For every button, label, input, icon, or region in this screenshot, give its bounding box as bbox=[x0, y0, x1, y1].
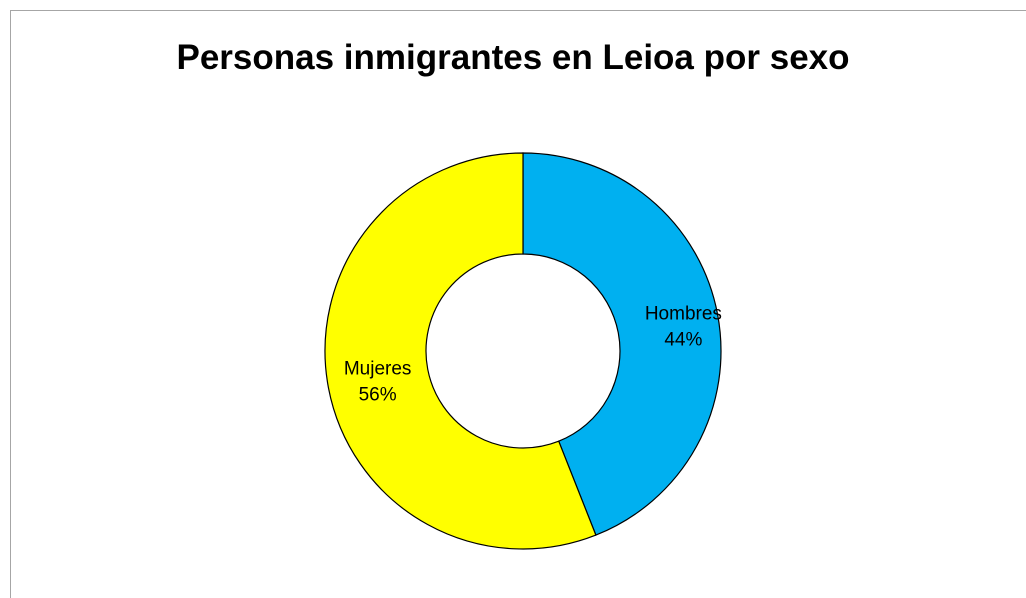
slice-value-mujeres: 56% bbox=[359, 385, 397, 406]
chart-title: Personas inmigrantes en Leioa por sexo bbox=[176, 38, 850, 77]
slice-label-hombres: Hombres bbox=[645, 303, 722, 324]
slices-layer bbox=[324, 152, 722, 550]
slice-label-mujeres: Mujeres bbox=[344, 359, 412, 380]
labels-layer: Hombres 44% Mujeres 56% bbox=[344, 303, 722, 405]
slice-hombres bbox=[522, 152, 722, 536]
slice-mujeres bbox=[324, 152, 597, 550]
slice-value-hombres: 44% bbox=[664, 329, 702, 350]
